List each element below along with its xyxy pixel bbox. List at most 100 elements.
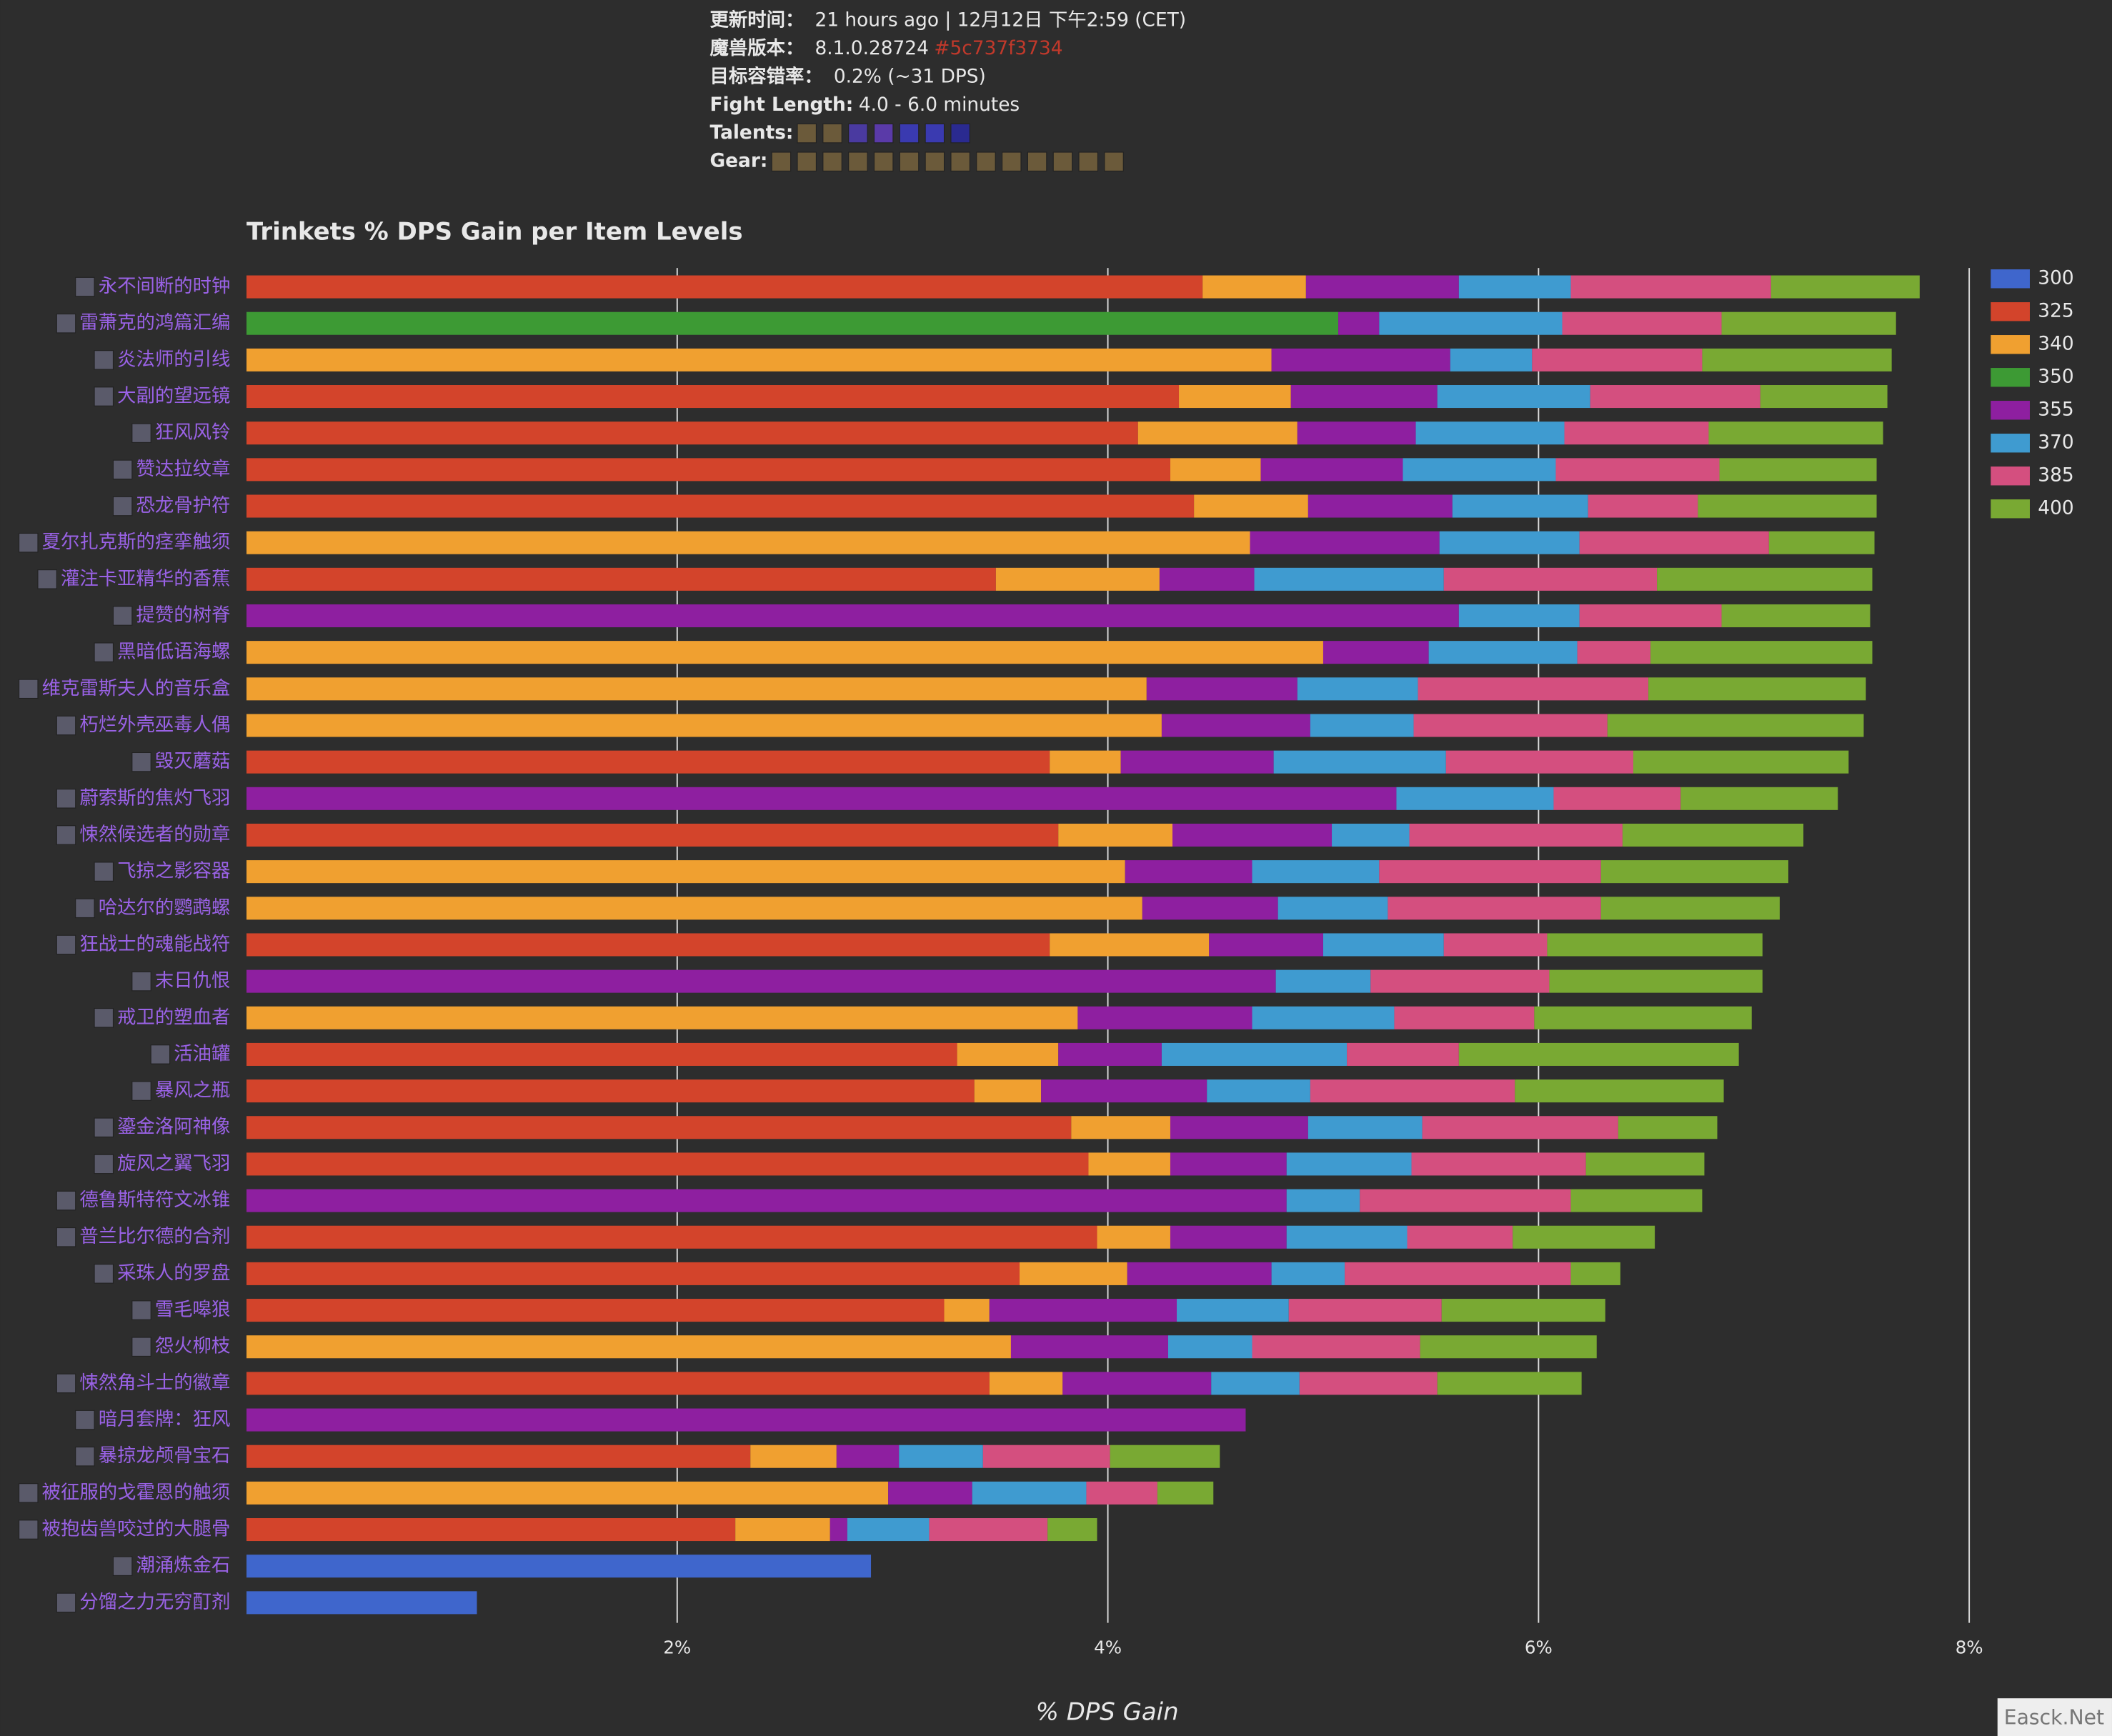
icon[interactable] — [873, 151, 894, 171]
category-label[interactable]: 潮涌炼金石 — [136, 1555, 230, 1577]
hash-link[interactable]: #5c737f3734 — [934, 37, 1062, 59]
category-label[interactable]: 采珠人的罗盘 — [117, 1262, 230, 1284]
category-label[interactable]: 暗月套牌：狂风 — [99, 1409, 231, 1430]
category-label[interactable]: 黑暗低语海螺 — [117, 642, 230, 663]
icon[interactable] — [797, 151, 817, 171]
bar-segment — [246, 348, 1272, 371]
icon[interactable] — [925, 123, 945, 144]
category-label[interactable]: 夏尔扎克斯的痉挛触须 — [42, 532, 231, 553]
bar-segment — [246, 750, 1050, 774]
icon[interactable] — [797, 123, 817, 144]
category-label[interactable]: 哈达尔的鹦鹉螺 — [99, 897, 231, 919]
value: 21 hours ago | 12月12日 下午2:59 (CET) — [815, 9, 1186, 31]
bar-segment — [1458, 1042, 1739, 1066]
icon[interactable] — [848, 123, 868, 144]
bar-segment — [1650, 641, 1873, 664]
bar-segment — [836, 1445, 900, 1468]
bar-segment — [1297, 421, 1416, 445]
category-label[interactable]: 提赞的树脊 — [136, 604, 230, 626]
category-label[interactable]: 毁灭蘑菇 — [155, 751, 231, 772]
bar-segment — [1161, 714, 1310, 737]
category-label[interactable]: 雷萧克的鸿篇汇编 — [79, 312, 230, 334]
category-label[interactable]: 鎏金洛阿神像 — [117, 1117, 230, 1138]
label: 魔兽版本： — [710, 36, 805, 59]
bar-segment — [1760, 385, 1888, 409]
category-label[interactable]: 分馏之力无穷酊剂 — [79, 1592, 230, 1613]
bar-segment — [1396, 787, 1554, 810]
category-label[interactable]: 普兰比尔德的合剂 — [79, 1226, 230, 1247]
category-label[interactable]: 悚然角斗士的徽章 — [79, 1372, 230, 1394]
bar-segment — [1088, 1152, 1170, 1176]
bar-segment — [1422, 1116, 1618, 1139]
icon[interactable] — [899, 123, 920, 144]
icon[interactable] — [976, 151, 996, 171]
category-label[interactable]: 炎法师的引线 — [117, 349, 230, 370]
bar-segment — [246, 421, 1138, 445]
bar-segment — [1439, 531, 1580, 554]
header-line: 目标容错率： 0.2% (~31 DPS) — [710, 65, 986, 87]
icon[interactable] — [1002, 151, 1022, 171]
bar-segment — [1562, 311, 1722, 335]
category-label[interactable]: 被征服的戈霍恩的触须 — [42, 1482, 231, 1503]
bar-segment — [246, 897, 1142, 920]
bar-segment — [246, 1591, 477, 1615]
category-label[interactable]: 恐龙骨护符 — [136, 495, 230, 517]
value: 0.2% (~31 DPS) — [834, 66, 986, 87]
category-label[interactable]: 灌注卡亚精华的香蕉 — [61, 568, 230, 589]
category-label[interactable]: 活油罐 — [174, 1043, 230, 1064]
category-label[interactable]: 旋风之翼飞羽 — [117, 1153, 230, 1174]
icon[interactable] — [950, 151, 970, 171]
category-label[interactable]: 被抱齿兽咬过的大腿骨 — [42, 1519, 231, 1540]
icon[interactable] — [822, 151, 842, 171]
icon[interactable] — [1052, 151, 1073, 171]
icon[interactable] — [1078, 151, 1099, 171]
icon[interactable] — [822, 123, 842, 144]
category-label[interactable]: 悚然候选者的勋章 — [79, 824, 230, 845]
bar-segment — [1288, 1299, 1442, 1322]
category-label[interactable]: 狂风风铃 — [155, 422, 231, 444]
category-label[interactable]: 雪毛嗥狼 — [155, 1299, 231, 1321]
bar-segment — [1458, 604, 1580, 628]
category-label[interactable]: 飞掠之影容器 — [117, 861, 230, 882]
category-label[interactable]: 暴风之瓶 — [155, 1080, 231, 1102]
category-label[interactable]: 维克雷斯夫人的音乐盒 — [42, 678, 231, 699]
item-icon — [112, 459, 133, 480]
bar-segment — [1127, 1262, 1272, 1285]
bar-segment — [246, 823, 1059, 847]
category-label[interactable]: 德鲁斯特符文冰锥 — [79, 1189, 230, 1211]
x-tick-label: 2% — [663, 1637, 691, 1657]
bar-segment — [888, 1481, 972, 1505]
category-label[interactable]: 末日仇恨 — [155, 970, 231, 992]
category-label[interactable]: 大副的望远镜 — [117, 386, 230, 407]
icon[interactable] — [950, 123, 970, 144]
category-label[interactable]: 蔚索斯的焦灼飞羽 — [79, 787, 230, 809]
bar-segment — [1379, 860, 1601, 884]
icon[interactable] — [1027, 151, 1047, 171]
bar-segment — [1443, 567, 1658, 591]
icon[interactable] — [848, 151, 868, 171]
category-label[interactable]: 暴掠龙颅骨宝石 — [99, 1445, 231, 1467]
item-icon — [19, 532, 39, 553]
bar-segment — [1590, 385, 1760, 409]
bar-segment — [246, 531, 1250, 554]
bar-segment — [1600, 897, 1780, 920]
bar-segment — [1570, 275, 1771, 299]
icon[interactable] — [771, 151, 792, 171]
category-label[interactable]: 永不间断的时钟 — [99, 276, 231, 297]
bar-segment — [1252, 1006, 1395, 1029]
category-label[interactable]: 怨火柳枝 — [155, 1336, 231, 1357]
icon[interactable] — [925, 151, 945, 171]
bar-segment — [246, 1299, 945, 1322]
category-label[interactable]: 赞达拉纹章 — [136, 459, 230, 480]
icon[interactable] — [873, 123, 894, 144]
category-label[interactable]: 狂战士的魂能战符 — [79, 934, 230, 955]
bar-segment — [1252, 1335, 1420, 1359]
bar-segment — [1445, 750, 1633, 774]
icon[interactable] — [1104, 151, 1124, 171]
bar-segment — [1010, 1335, 1168, 1359]
icon[interactable] — [899, 151, 920, 171]
category-label[interactable]: 朽烂外壳巫毒人偶 — [79, 714, 230, 736]
bar-segment — [1441, 1299, 1605, 1322]
category-label[interactable]: 戒卫的塑血者 — [117, 1007, 230, 1028]
